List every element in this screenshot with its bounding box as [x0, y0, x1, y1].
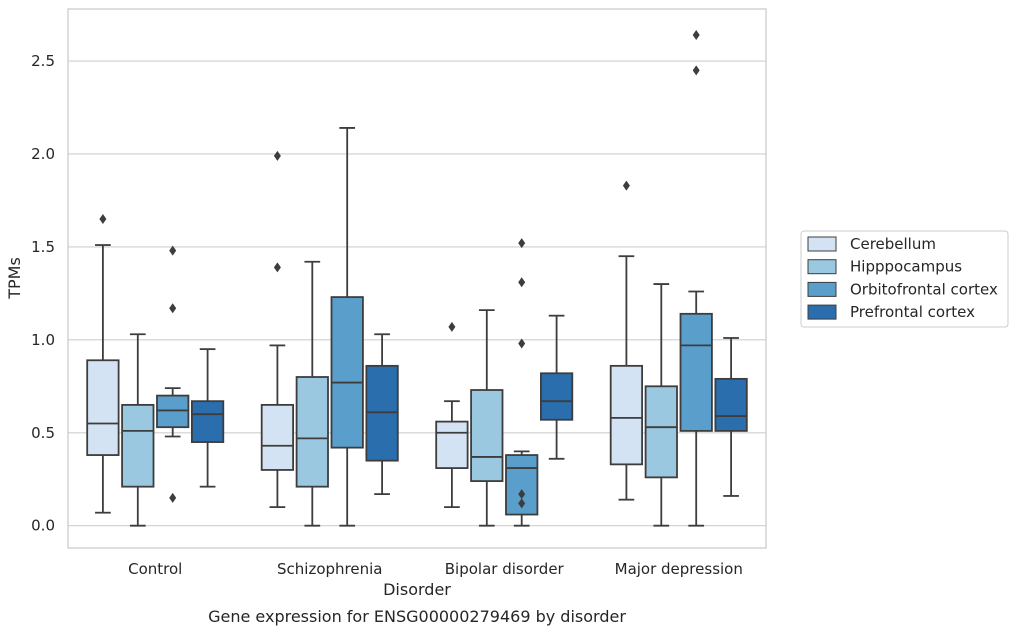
- box-cerebellum: [86, 214, 120, 514]
- box-orbitofrontal-cortex: [505, 238, 539, 527]
- box-orbitofrontal-cortex: [330, 127, 364, 527]
- box-body: [121, 403, 155, 488]
- legend-frame: [800, 230, 1009, 328]
- y-tick-label: 2.0: [31, 145, 55, 163]
- outlier-point: [169, 492, 177, 503]
- outlier-point: [692, 30, 700, 41]
- box-body: [330, 296, 364, 449]
- box-body: [260, 403, 295, 471]
- y-tick-label: 1.0: [31, 331, 55, 349]
- box-body: [435, 420, 469, 469]
- outlier-point: [518, 238, 526, 249]
- box-series: [86, 30, 748, 527]
- outlier-point: [518, 489, 526, 500]
- box-body: [156, 394, 190, 429]
- box-body: [679, 312, 713, 432]
- box-body: [539, 372, 574, 421]
- box-body: [86, 359, 120, 456]
- x-tick-label: Major depression: [615, 560, 743, 578]
- x-tick-label: Bipolar disorder: [445, 560, 565, 578]
- outlier-point: [273, 150, 281, 161]
- x-axis-label: Disorder: [383, 580, 451, 599]
- y-tick-label: 0.5: [31, 424, 55, 442]
- outlier-point: [518, 277, 526, 288]
- outlier-point: [169, 245, 177, 256]
- legend-swatch: [807, 259, 837, 275]
- outlier-point: [692, 65, 700, 76]
- legend-label: Orbitofrontal cortex: [850, 280, 998, 298]
- box-body: [295, 376, 329, 488]
- box-body: [609, 364, 644, 466]
- box-body: [190, 400, 225, 443]
- y-tick-label: 0.0: [31, 517, 55, 535]
- x-tick-label: Schizophrenia: [277, 560, 382, 578]
- legend-swatch: [807, 236, 837, 252]
- outlier-point: [99, 214, 107, 225]
- box-body: [714, 377, 748, 432]
- box-body: [470, 389, 504, 482]
- box-body: [644, 385, 678, 479]
- y-axis-label: TPMs: [5, 257, 24, 300]
- box-orbitofrontal-cortex: [679, 30, 713, 527]
- box-cerebellum: [260, 150, 295, 509]
- legend-label: Prefrontal cortex: [850, 303, 975, 321]
- box-prefrontal-cortex: [714, 337, 748, 497]
- box-cerebellum: [435, 321, 469, 509]
- box-cerebellum: [609, 180, 644, 501]
- legend-label: Cerebellum: [850, 235, 936, 253]
- outlier-point: [448, 321, 456, 332]
- box-hipppocampus: [470, 309, 504, 527]
- legend-swatch: [807, 304, 837, 320]
- outlier-point: [518, 498, 526, 509]
- box-hipppocampus: [644, 283, 678, 527]
- box-prefrontal-cortex: [190, 348, 225, 488]
- box-hipppocampus: [121, 333, 155, 527]
- box-hipppocampus: [295, 260, 329, 527]
- y-axis-ticks: 0.0 0.5 1.0 1.5 2.0 2.5: [31, 52, 55, 535]
- box-prefrontal-cortex: [365, 333, 399, 496]
- box-prefrontal-cortex: [539, 314, 574, 460]
- legend: Cerebellum Hipppocampus Orbitofrontal cort…: [800, 230, 1009, 328]
- box-body: [365, 364, 399, 462]
- chart-caption: Gene expression for ENSG00000279469 by d…: [208, 607, 626, 626]
- outlier-point: [273, 262, 281, 273]
- legend-label: Hipppocampus: [850, 258, 962, 276]
- y-tick-label: 1.5: [31, 238, 55, 256]
- outlier-point: [622, 180, 630, 191]
- grid-lines: [68, 60, 766, 527]
- y-tick-label: 2.5: [31, 52, 55, 70]
- outlier-point: [518, 338, 526, 349]
- x-axis-ticks: Control Schizophrenia Bipolar disorder Majo…: [128, 560, 743, 578]
- plot-frame: [67, 8, 767, 549]
- box-orbitofrontal-cortex: [156, 245, 190, 503]
- outlier-point: [169, 303, 177, 314]
- legend-swatch: [807, 281, 837, 297]
- x-tick-label: Control: [128, 560, 182, 578]
